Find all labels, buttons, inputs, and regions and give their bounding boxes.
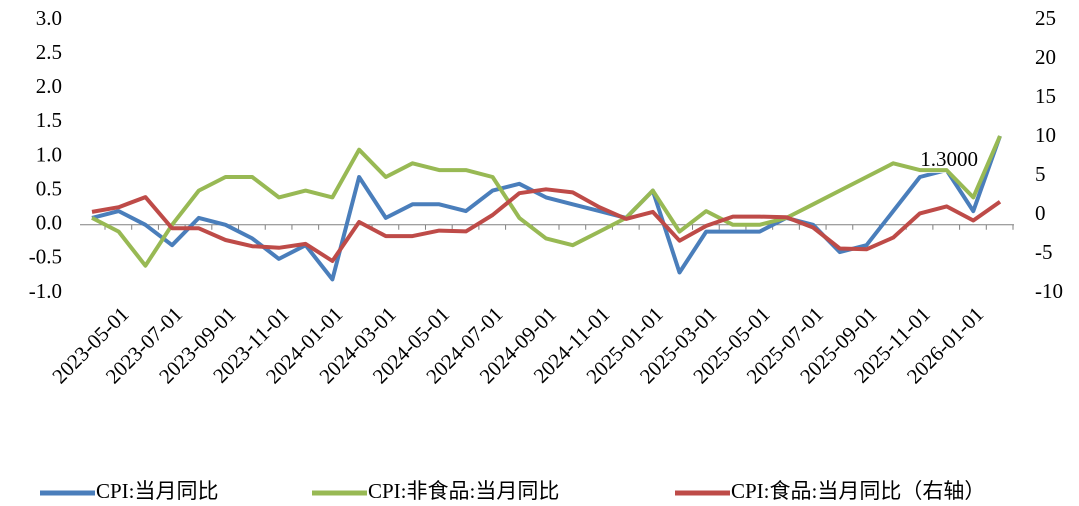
y2-tick-label: 25	[1035, 6, 1056, 30]
y-tick-label: 1.5	[36, 108, 62, 132]
legend-label: CPI:非食品:当月同比	[368, 479, 559, 503]
y-tick-label: 2.5	[36, 40, 62, 64]
data-label: 1.3000	[920, 147, 978, 171]
y2-tick-label: 15	[1035, 84, 1056, 108]
series-line	[91, 187, 1002, 263]
y2-tick-label: 0	[1035, 201, 1046, 225]
series-line	[91, 135, 1002, 282]
y-tick-label: 3.0	[36, 6, 62, 30]
y2-tick-label: -10	[1035, 279, 1063, 303]
series-line	[91, 135, 1002, 268]
y-tick-label: 1.0	[36, 142, 62, 166]
y-tick-label: -0.5	[29, 245, 62, 269]
y2-tick-label: 5	[1035, 162, 1046, 186]
y2-tick-label: 10	[1035, 123, 1056, 147]
y2-tick-label: 20	[1035, 45, 1056, 69]
y-tick-label: 0.0	[36, 211, 62, 235]
y-tick-label: 0.5	[36, 176, 62, 200]
legend-label: CPI:当月同比	[96, 479, 219, 503]
y-tick-label: -1.0	[29, 279, 62, 303]
legend-label: CPI:食品:当月同比（右轴）	[731, 479, 985, 503]
y-tick-label: 2.0	[36, 74, 62, 98]
y2-tick-label: -5	[1035, 240, 1053, 264]
